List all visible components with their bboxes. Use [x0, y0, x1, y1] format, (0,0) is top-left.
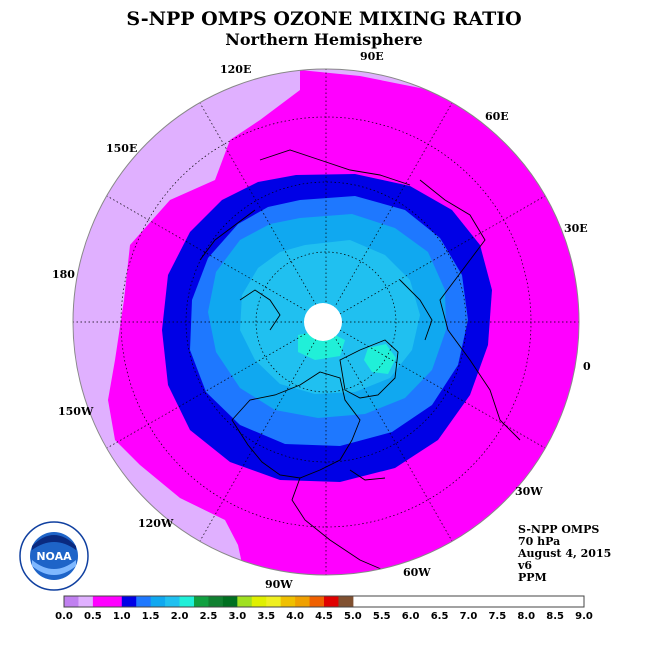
info-date: August 4, 2015 — [518, 547, 612, 560]
colorbar-labels: 0.0 0.5 1.0 1.5 2.0 2.5 3.0 3.5 4.0 4.5 5.0 5.5 6.0 6… — [55, 611, 593, 622]
info-level: 70 hPa — [518, 535, 561, 548]
info-block: S-NPP OMPS 70 hPa August 4, 2015 v6 PPM — [518, 524, 611, 584]
lon-90w: 90W — [265, 578, 293, 591]
lon-60w: 60W — [403, 566, 431, 579]
lon-120w: 120W — [138, 517, 174, 530]
colorbar-tick-label: 3.5 — [257, 611, 275, 622]
colorbar-swatch — [251, 596, 267, 607]
lon-0: 0 — [583, 360, 591, 373]
map-title: S-NPP OMPS OZONE MIXING RATIO — [126, 8, 522, 30]
info-instrument: S-NPP OMPS — [518, 523, 600, 536]
colorbar-tick-label: 5.0 — [344, 611, 362, 622]
colorbar-swatch — [78, 596, 94, 607]
lon-150w: 150W — [58, 405, 94, 418]
colorbar-swatch — [121, 596, 137, 607]
colorbar-tick-label: 6.0 — [402, 611, 420, 622]
coastlines — [199, 149, 521, 575]
colorbar-swatch — [295, 596, 311, 607]
colorbar-swatch — [165, 596, 181, 607]
missing-data-pole — [304, 303, 342, 341]
info-units: PPM — [518, 571, 547, 584]
colorbar-swatch — [64, 596, 79, 607]
colorbar-swatches — [63, 595, 585, 608]
ozone-field — [73, 69, 579, 575]
colorbar-swatch — [222, 596, 238, 607]
lon-30w: 30W — [515, 485, 543, 498]
colorbar-tick-label: 9.0 — [575, 611, 593, 622]
colorbar-swatch — [208, 596, 224, 607]
colorbar-tick-label: 5.5 — [373, 611, 391, 622]
logo-text: NOAA — [36, 550, 72, 563]
lon-90e: 90E — [360, 50, 384, 63]
colorbar-frame — [63, 595, 585, 608]
colorbar-swatch — [280, 596, 296, 607]
colorbar-swatch — [92, 596, 108, 607]
colorbar-swatch — [107, 596, 123, 607]
colorbar-tick-label: 2.0 — [171, 611, 189, 622]
colorbar-swatch — [266, 596, 282, 607]
lon-180: 180 — [52, 268, 75, 281]
cyan-patch-east — [364, 344, 396, 374]
colorbar-tick-label: 2.5 — [200, 611, 218, 622]
colorbar-swatch — [194, 596, 209, 607]
graticule — [73, 69, 579, 575]
colorbar-swatch — [309, 596, 325, 607]
lon-60e: 60E — [485, 110, 509, 123]
colorbar-tick-label: 1.5 — [142, 611, 160, 622]
colorbar-tick-label: 1.0 — [113, 611, 131, 622]
colorbar-swatch — [136, 596, 152, 607]
info-version: v6 — [518, 559, 533, 572]
colorbar-tick-label: 4.0 — [286, 611, 304, 622]
colorbar-tick-label: 4.5 — [315, 611, 333, 622]
lon-120e: 120E — [220, 63, 251, 76]
colorbar-swatch — [237, 596, 253, 607]
lon-30e: 30E — [564, 222, 588, 235]
colorbar-swatch — [338, 596, 354, 607]
colorbar-tick-label: 0.0 — [55, 611, 73, 622]
colorbar-tick-label: 7.0 — [460, 611, 478, 622]
colorbar-tick-label: 6.5 — [431, 611, 449, 622]
lon-150e: 150E — [106, 142, 137, 155]
colorbar-swatch — [179, 596, 195, 607]
colorbar-swatch — [324, 596, 339, 607]
colorbar-swatch — [150, 596, 166, 607]
map-boundary — [72, 68, 580, 576]
colorbar-tick-label: 7.5 — [488, 611, 506, 622]
noaa-logo: NOAA — [18, 520, 90, 596]
longitude-labels: 0 30E 60E 90E 120E 150E 180 150W 120W 90… — [52, 50, 591, 591]
colorbar-tick-label: 3.0 — [228, 611, 246, 622]
colorbar-tick-label: 0.5 — [84, 611, 102, 622]
colorbar-tick-label: 8.5 — [546, 611, 564, 622]
map-subtitle: Northern Hemisphere — [225, 30, 423, 49]
colorbar-tick-label: 8.0 — [517, 611, 535, 622]
